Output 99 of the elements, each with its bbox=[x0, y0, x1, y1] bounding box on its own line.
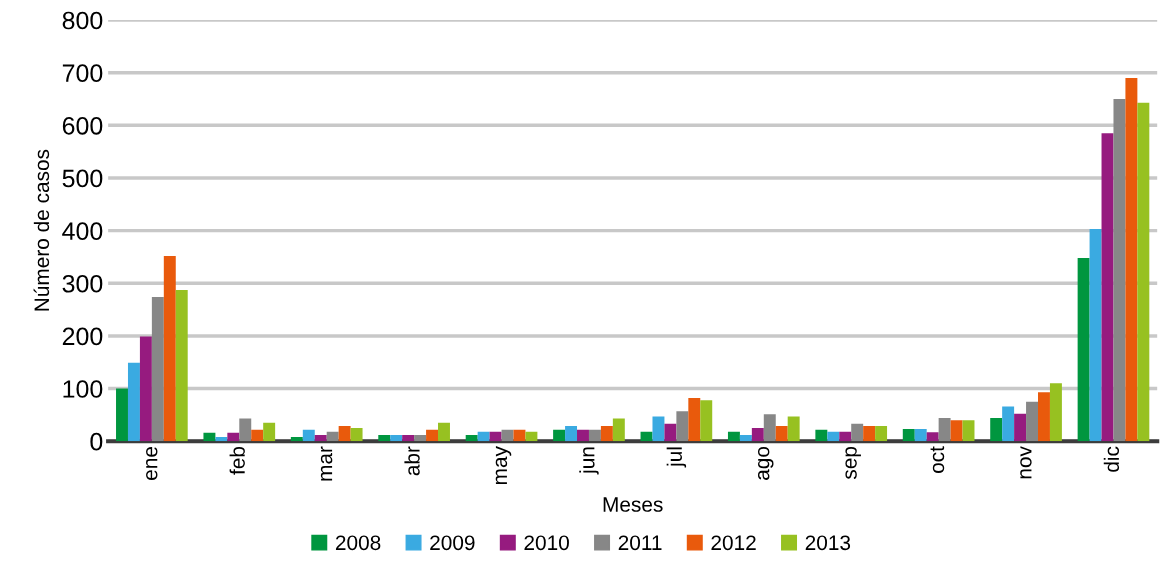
y-tick-label: 600 bbox=[62, 116, 103, 135]
bar bbox=[426, 429, 439, 442]
bar bbox=[700, 400, 713, 442]
y-tick-label: 0 bbox=[90, 432, 103, 451]
bar bbox=[290, 437, 303, 442]
x-tick-label: ene bbox=[146, 446, 158, 480]
y-axis-title: Número de casos bbox=[33, 149, 50, 311]
bar bbox=[751, 428, 764, 442]
bar bbox=[251, 429, 264, 442]
bar bbox=[688, 398, 701, 442]
bar bbox=[827, 431, 840, 442]
bar bbox=[839, 431, 852, 442]
bar bbox=[787, 416, 800, 442]
bar bbox=[465, 434, 478, 442]
bar bbox=[664, 423, 677, 442]
bar bbox=[1089, 229, 1102, 442]
bar bbox=[1014, 413, 1027, 442]
bar bbox=[588, 429, 601, 442]
bar bbox=[489, 431, 502, 442]
x-tick-label: sep bbox=[845, 446, 861, 480]
bar bbox=[239, 418, 252, 442]
bar bbox=[775, 425, 788, 442]
bar bbox=[350, 428, 363, 442]
x-tick-label: abr bbox=[404, 446, 420, 476]
y-tick-label: 100 bbox=[63, 380, 103, 398]
bar bbox=[139, 336, 152, 442]
x-tick-label: feb bbox=[229, 446, 245, 475]
y-tick-label: 700 bbox=[62, 64, 103, 82]
bar bbox=[763, 414, 776, 442]
legend-label: 2009 bbox=[430, 535, 475, 551]
bar bbox=[1101, 133, 1114, 442]
x-tick-label: dic bbox=[1103, 446, 1120, 472]
x-tick-label: mar bbox=[320, 446, 333, 481]
bar bbox=[815, 429, 828, 442]
bar bbox=[338, 425, 351, 442]
bar bbox=[390, 434, 403, 442]
bar bbox=[962, 420, 975, 442]
bar bbox=[875, 425, 888, 442]
y-tick-label: 400 bbox=[62, 222, 103, 240]
bar bbox=[175, 290, 188, 442]
x-tick-label: ago bbox=[757, 446, 774, 480]
bar bbox=[116, 388, 128, 442]
bar bbox=[477, 431, 490, 442]
bar bbox=[577, 429, 589, 442]
bar bbox=[1113, 99, 1126, 442]
y-tick-label: 300 bbox=[62, 274, 103, 293]
y-tick-label: 800 bbox=[62, 11, 103, 30]
bar bbox=[402, 434, 415, 442]
bar bbox=[378, 434, 391, 442]
bar bbox=[1002, 406, 1015, 442]
x-tick-label: oct bbox=[930, 446, 945, 473]
bar bbox=[926, 432, 939, 442]
bar bbox=[302, 429, 315, 442]
bar bbox=[438, 422, 450, 442]
bar bbox=[314, 434, 327, 442]
bar bbox=[1137, 102, 1150, 442]
bar bbox=[676, 411, 689, 442]
bar bbox=[600, 425, 613, 442]
bar bbox=[652, 416, 665, 442]
bar bbox=[1077, 258, 1090, 442]
bar bbox=[1049, 383, 1062, 442]
x-tick-label: may bbox=[495, 446, 512, 485]
legend-label: 2010 bbox=[524, 535, 569, 551]
bar bbox=[1026, 401, 1038, 442]
bar bbox=[151, 296, 164, 442]
x-axis-title: Meses bbox=[603, 497, 663, 512]
legend-label: 2012 bbox=[711, 535, 756, 551]
x-tick-label: nov bbox=[1020, 446, 1032, 479]
bar bbox=[203, 432, 216, 442]
legend-label: 2011 bbox=[618, 535, 662, 551]
bar bbox=[215, 437, 228, 442]
bar bbox=[1038, 392, 1050, 442]
legend-label: 2008 bbox=[335, 535, 381, 551]
bar bbox=[739, 434, 752, 442]
bar bbox=[414, 434, 427, 442]
bar bbox=[127, 362, 140, 442]
bar bbox=[851, 423, 864, 442]
bar bbox=[727, 431, 740, 442]
bar bbox=[1125, 77, 1138, 442]
bar bbox=[263, 422, 276, 442]
bar bbox=[326, 431, 339, 442]
bar bbox=[990, 418, 1003, 442]
y-tick-label: 500 bbox=[62, 169, 103, 188]
bar bbox=[914, 429, 927, 442]
bar bbox=[525, 431, 538, 442]
legend-label: 2013 bbox=[805, 535, 851, 551]
x-tick-label: jun bbox=[579, 447, 599, 475]
y-tick-label: 200 bbox=[62, 327, 103, 346]
bar bbox=[565, 425, 578, 442]
bar bbox=[513, 429, 526, 442]
bar bbox=[553, 429, 566, 442]
bar bbox=[227, 432, 240, 442]
bar bbox=[612, 418, 625, 442]
bar bbox=[163, 255, 176, 442]
x-tick-label: jul bbox=[666, 447, 687, 468]
bar bbox=[938, 418, 951, 442]
bar bbox=[863, 425, 876, 442]
bar bbox=[902, 429, 915, 442]
bar bbox=[950, 420, 963, 442]
